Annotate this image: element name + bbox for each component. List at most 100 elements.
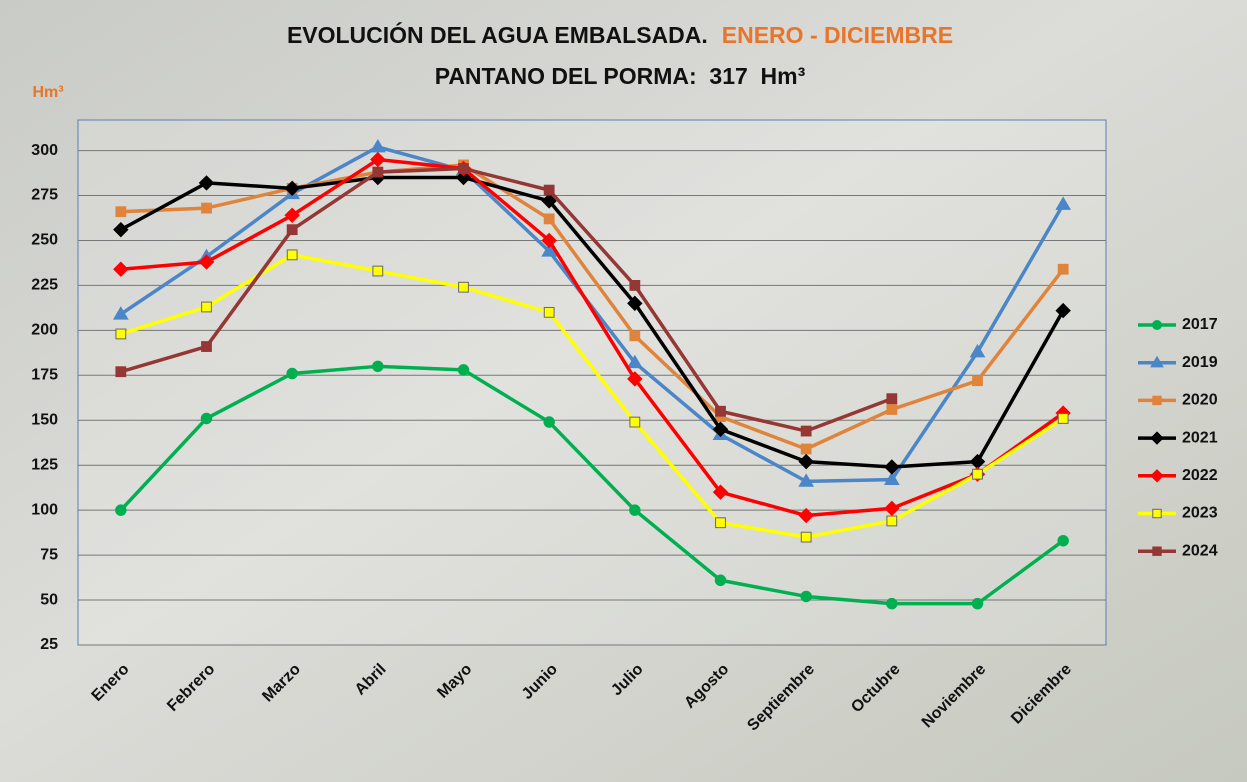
y-tick-label: 125 <box>31 456 58 473</box>
y-tick-label: 25 <box>40 636 58 653</box>
data-point <box>1057 413 1069 424</box>
y-tick-label: 100 <box>31 501 58 518</box>
series-line <box>120 166 893 433</box>
data-point <box>543 416 555 428</box>
legend-marker <box>1150 431 1164 445</box>
data-point <box>715 517 726 529</box>
data-point <box>198 175 215 191</box>
data-point <box>712 421 729 437</box>
series-line <box>120 163 1065 451</box>
data-point <box>284 180 300 197</box>
data-point <box>284 207 300 223</box>
y-tick-label: 225 <box>31 277 58 294</box>
data-point <box>370 151 386 168</box>
data-point <box>886 515 898 527</box>
data-point <box>457 364 470 376</box>
data-point <box>458 163 469 174</box>
data-point <box>201 341 212 352</box>
data-point <box>1057 534 1069 547</box>
data-point <box>200 412 213 425</box>
y-tick-label: 275 <box>31 187 58 204</box>
data-point <box>115 328 127 340</box>
data-point <box>886 393 898 405</box>
y-tick-label: 150 <box>31 411 58 428</box>
data-point <box>886 404 898 415</box>
legend-marker <box>1150 355 1164 368</box>
data-point <box>115 206 127 218</box>
legend-marker <box>1152 546 1162 556</box>
data-point <box>800 443 812 455</box>
data-point <box>798 453 814 470</box>
y-tick-label: 75 <box>40 546 58 563</box>
data-point <box>971 597 984 610</box>
y-tick-label: 50 <box>40 591 58 608</box>
data-point <box>629 416 641 428</box>
data-point <box>372 166 384 178</box>
data-point <box>800 531 812 543</box>
plot-area <box>77 119 1107 646</box>
legend-label: 2023 <box>1182 505 1218 522</box>
data-point <box>113 261 129 277</box>
series-line <box>119 175 1065 469</box>
data-point <box>372 360 384 373</box>
data-point <box>458 281 469 293</box>
data-point <box>112 306 129 320</box>
legend-marker <box>1152 395 1162 406</box>
legend-label: 2017 <box>1182 316 1218 333</box>
data-point <box>714 574 727 587</box>
data-point <box>115 366 127 378</box>
legend-label: 2024 <box>1182 542 1218 559</box>
legend-label: 2019 <box>1182 354 1218 371</box>
series-line <box>120 157 1065 518</box>
data-point <box>455 169 472 186</box>
data-point <box>201 301 212 313</box>
data-point <box>969 343 986 358</box>
data-point <box>883 471 900 485</box>
data-point <box>627 295 643 312</box>
data-point <box>798 507 814 524</box>
y-tick-label: 175 <box>31 367 58 384</box>
data-point <box>286 249 298 261</box>
data-point <box>115 504 127 516</box>
data-point <box>541 243 558 257</box>
data-point <box>715 405 726 417</box>
data-point <box>113 221 129 238</box>
series-line <box>120 253 1065 539</box>
data-point <box>541 232 557 249</box>
data-point <box>629 504 641 516</box>
data-point <box>800 590 812 603</box>
data-point <box>627 371 643 387</box>
data-point <box>1055 196 1072 210</box>
legend-label: 2021 <box>1182 429 1218 446</box>
legend-label: 2022 <box>1182 467 1218 484</box>
chart-title-group: EVOLUCIÓN DEL AGUA EMBALSADA. ENERO - DIC… <box>287 21 953 48</box>
y-axis-label: Hm³ <box>32 84 63 101</box>
data-point <box>972 375 983 387</box>
data-point <box>543 213 555 225</box>
data-point <box>543 184 555 196</box>
legend-marker <box>1150 469 1164 483</box>
y-tick-label: 300 <box>31 142 58 159</box>
data-point <box>1057 263 1069 275</box>
data-point <box>543 306 555 318</box>
data-point <box>372 265 384 277</box>
data-point <box>286 224 298 236</box>
data-point <box>629 330 641 342</box>
data-point <box>1055 302 1071 319</box>
series-line <box>119 364 1065 606</box>
legend-marker <box>1152 320 1162 330</box>
data-point <box>286 367 298 380</box>
chart-title: EVOLUCIÓN DEL AGUA EMBALSADA. <box>287 21 708 48</box>
chart-title-highlight: ENERO - DICIEMBRE <box>722 22 953 48</box>
data-point <box>972 468 983 480</box>
data-point <box>884 459 900 475</box>
data-point <box>626 354 643 369</box>
data-point <box>198 254 215 270</box>
data-point <box>798 473 815 487</box>
data-point <box>629 280 641 291</box>
y-tick-label: 200 <box>31 322 58 339</box>
chart-subtitle: PANTANO DEL PORMA: 317 Hm³ <box>435 63 806 89</box>
data-point <box>712 484 729 500</box>
